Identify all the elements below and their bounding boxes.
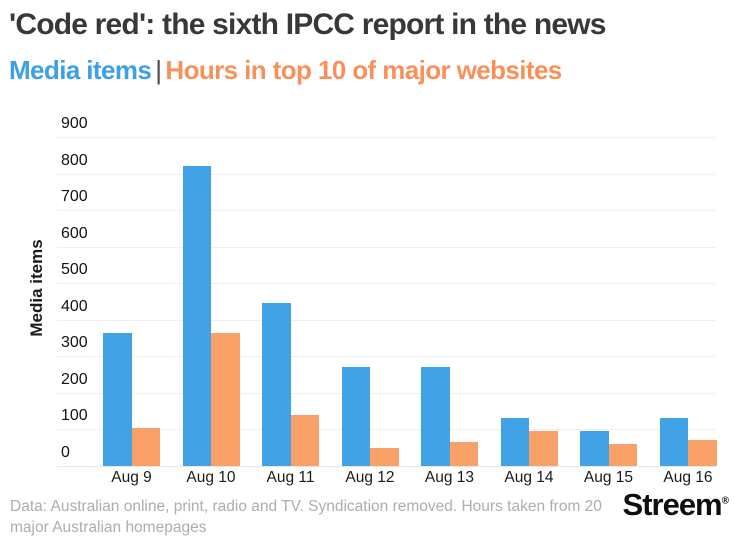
bar-hours-aug-16: [688, 440, 717, 466]
x-tick-label-aug-9: Aug 9: [111, 469, 152, 486]
legend-hours: Hours in top 10 of major websites: [165, 55, 562, 85]
gridline-800: [57, 173, 716, 175]
source-note: Data: Australian online, print, radio an…: [10, 496, 602, 538]
x-tick-label-aug-10: Aug 10: [186, 469, 236, 486]
bar-media-items-aug-10: [182, 166, 211, 466]
gridline-900: [57, 137, 716, 138]
bar-hours-aug-11: [290, 414, 319, 466]
y-tick-label-900: 900: [61, 115, 88, 132]
bar-hours-aug-12: [370, 447, 399, 466]
chart-legend: Media items | Hours in top 10 of major web…: [9, 55, 562, 86]
chart-title: 'Code red': the sixth IPCC report in the…: [9, 8, 606, 41]
registered-mark: ®: [721, 495, 729, 507]
bar-hours-aug-13: [449, 442, 478, 466]
y-tick-label-100: 100: [61, 407, 88, 425]
gridline-200: [57, 392, 716, 394]
source-note-line2: major Australian homepages: [10, 519, 207, 536]
legend-separator: |: [155, 55, 162, 85]
gridline-500: [57, 283, 716, 285]
y-tick-label-200: 200: [61, 370, 88, 388]
bar-media-items-aug-11: [262, 303, 291, 466]
x-tick-label-aug-11: Aug 11: [266, 469, 315, 486]
bar-hours-aug-10: [211, 332, 240, 466]
source-note-line1: Data: Australian online, print, radio an…: [10, 498, 602, 515]
x-tick-label-aug-16: Aug 16: [663, 469, 713, 486]
bar-hours-aug-9: [131, 427, 160, 466]
gridline-700: [57, 210, 716, 212]
y-tick-label-700: 700: [61, 188, 88, 206]
y-tick-label-300: 300: [61, 334, 88, 352]
x-tick-label-aug-15: Aug 15: [583, 469, 634, 486]
bar-media-items-aug-9: [103, 332, 132, 466]
y-tick-label-600: 600: [61, 224, 88, 242]
y-tick-label-500: 500: [61, 261, 88, 279]
gridline-600: [57, 246, 716, 248]
streem-logo: Streem®: [622, 487, 730, 523]
x-tick-label-aug-12: Aug 12: [345, 469, 395, 486]
bar-media-items-aug-14: [500, 418, 529, 466]
bar-media-items-aug-12: [341, 367, 370, 466]
x-tick-label-aug-13: Aug 13: [424, 469, 475, 486]
bar-media-items-aug-16: [659, 418, 688, 466]
gridline-400: [57, 319, 716, 321]
bar-media-items-aug-13: [421, 367, 450, 466]
streem-logo-text: Streem: [622, 487, 723, 522]
gridline-100: [57, 429, 716, 431]
bar-hours-aug-15: [608, 444, 637, 466]
bar-hours-aug-14: [529, 431, 558, 466]
y-tick-label-400: 400: [61, 297, 88, 315]
y-tick-label-800: 800: [61, 151, 88, 169]
x-tick-label-aug-14: Aug 14: [504, 469, 554, 486]
y-tick-label-0: 0: [61, 444, 70, 461]
gridline-0: [57, 466, 716, 467]
legend-media-items: Media items: [9, 55, 152, 85]
gridline-300: [57, 356, 716, 358]
bar-media-items-aug-15: [580, 431, 609, 466]
